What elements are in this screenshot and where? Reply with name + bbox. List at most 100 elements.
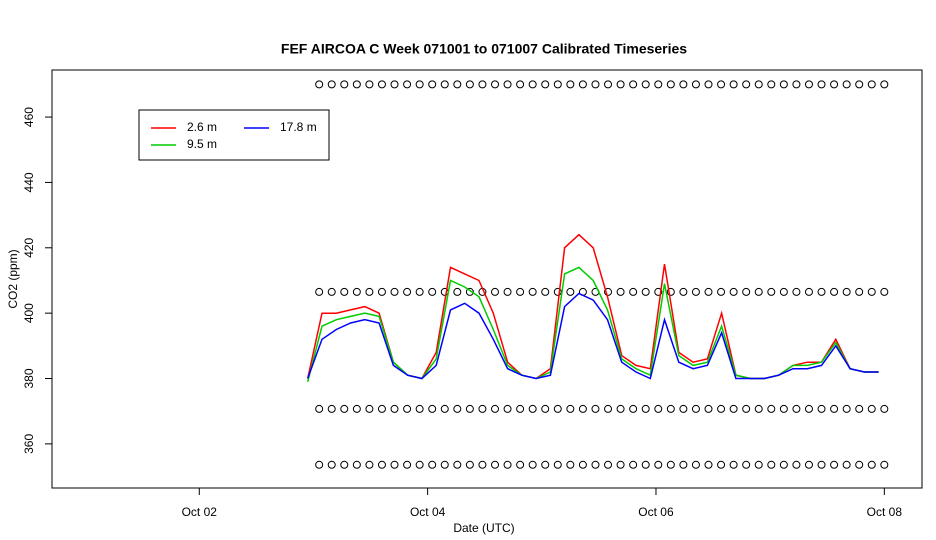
flag-marker	[742, 460, 751, 469]
flag-marker	[453, 404, 462, 413]
flag-marker	[566, 460, 575, 469]
flag-marker	[779, 460, 788, 469]
flag-marker	[377, 404, 386, 413]
flag-marker	[830, 460, 839, 469]
flag-marker	[365, 80, 374, 89]
flag-marker	[490, 287, 499, 296]
flag-marker	[754, 460, 763, 469]
flag-marker	[566, 404, 575, 413]
flag-marker	[327, 460, 336, 469]
flag-marker	[440, 404, 449, 413]
flag-marker	[691, 460, 700, 469]
flag-marker	[679, 80, 688, 89]
flag-marker	[666, 80, 675, 89]
flag-marker	[327, 287, 336, 296]
data-line	[306, 292, 879, 380]
flag-marker	[403, 287, 412, 296]
flag-marker	[779, 80, 788, 89]
flag-marker	[804, 287, 813, 296]
flag-marker	[629, 80, 638, 89]
flag-marker	[453, 460, 462, 469]
flag-marker	[415, 287, 424, 296]
y-tick-label: 400	[22, 303, 36, 323]
flag-marker	[729, 287, 738, 296]
flag-marker	[428, 460, 437, 469]
flag-marker	[654, 287, 663, 296]
flag-marker	[641, 287, 650, 296]
flag-marker	[340, 287, 349, 296]
flag-marker	[352, 460, 361, 469]
data-line	[306, 266, 879, 382]
flag-marker	[842, 287, 851, 296]
flag-marker	[629, 460, 638, 469]
flag-marker	[503, 460, 512, 469]
flag-marker	[377, 80, 386, 89]
flag-marker	[315, 287, 324, 296]
flag-marker	[390, 404, 399, 413]
flag-marker	[541, 80, 550, 89]
flag-marker	[792, 80, 801, 89]
flag-marker	[566, 80, 575, 89]
flag-marker	[578, 404, 587, 413]
flag-marker	[604, 404, 613, 413]
flag-marker	[704, 404, 713, 413]
flag-marker	[804, 80, 813, 89]
flag-marker	[516, 80, 525, 89]
y-tick-label: 440	[22, 172, 36, 192]
flag-marker	[453, 80, 462, 89]
flag-marker	[679, 460, 688, 469]
flag-marker	[792, 404, 801, 413]
flag-marker	[754, 404, 763, 413]
flag-marker	[465, 404, 474, 413]
flag-marker	[340, 80, 349, 89]
flag-marker	[792, 460, 801, 469]
flag-marker	[440, 460, 449, 469]
flag-marker	[440, 80, 449, 89]
flag-marker	[428, 287, 437, 296]
flag-marker	[352, 404, 361, 413]
flag-marker	[315, 460, 324, 469]
flag-marker	[779, 404, 788, 413]
flag-marker	[855, 80, 864, 89]
flag-marker	[390, 80, 399, 89]
flag-marker	[566, 287, 575, 296]
flag-marker	[767, 80, 776, 89]
flag-marker	[616, 460, 625, 469]
flag-marker	[830, 287, 839, 296]
y-tick-label: 460	[22, 107, 36, 127]
flag-marker	[830, 404, 839, 413]
flag-marker	[553, 460, 562, 469]
flag-marker	[754, 287, 763, 296]
flag-marker	[415, 404, 424, 413]
flag-marker	[478, 80, 487, 89]
legend-label: 9.5 m	[187, 137, 217, 151]
flag-marker	[365, 460, 374, 469]
flag-marker	[842, 80, 851, 89]
flag-marker	[616, 287, 625, 296]
flag-marker	[478, 404, 487, 413]
flag-marker	[641, 460, 650, 469]
flag-marker	[691, 404, 700, 413]
flag-marker	[403, 80, 412, 89]
flag-marker	[679, 404, 688, 413]
flag-marker	[528, 287, 537, 296]
flag-marker	[503, 80, 512, 89]
x-axis-label: Date (UTC)	[453, 521, 514, 535]
flag-marker	[415, 460, 424, 469]
flag-marker	[327, 404, 336, 413]
flag-marker	[428, 80, 437, 89]
flag-marker	[415, 80, 424, 89]
flag-marker	[629, 287, 638, 296]
data-line	[306, 233, 879, 380]
flag-marker	[867, 404, 876, 413]
flag-marker	[855, 460, 864, 469]
flag-marker	[842, 460, 851, 469]
flag-marker	[528, 404, 537, 413]
flag-marker	[742, 404, 751, 413]
flag-marker	[717, 460, 726, 469]
flag-marker	[478, 460, 487, 469]
flag-marker	[729, 80, 738, 89]
chart-title: FEF AIRCOA C Week 071001 to 071007 Calib…	[281, 41, 687, 57]
flag-marker	[352, 80, 361, 89]
